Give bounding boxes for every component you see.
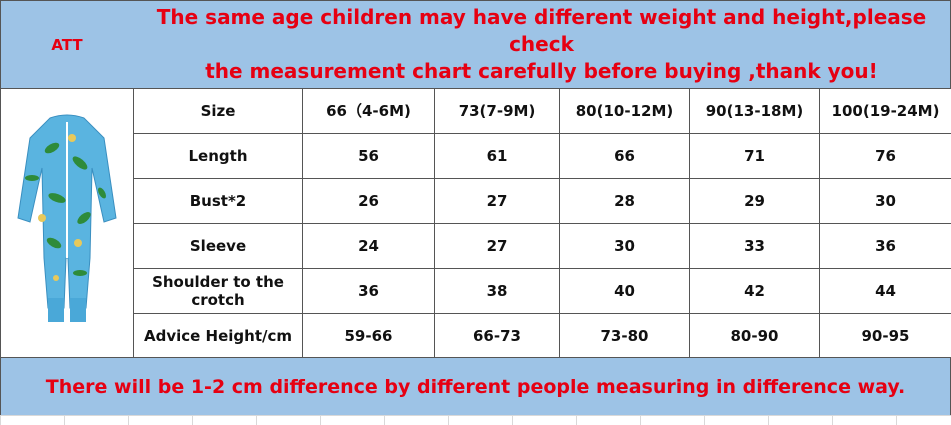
table-cell: 66（4-6M) (303, 88, 435, 134)
table-cell: 71 (690, 133, 820, 179)
footer-note: There will be 1-2 cm difference by diffe… (45, 375, 906, 398)
table-cell: 76 (820, 133, 951, 179)
table-cell: 38 (435, 268, 560, 314)
table-cell: 30 (560, 223, 690, 269)
title-line: The same age children may have different… (156, 5, 927, 56)
table-cell: 36 (303, 268, 435, 314)
row-label: Size (133, 88, 303, 134)
table-cell: 29 (690, 178, 820, 224)
table-cell: 90(13-18M) (690, 88, 820, 134)
sheet-grid (0, 415, 951, 425)
table-cell: 40 (560, 268, 690, 314)
table-cell: 80-90 (690, 313, 820, 359)
brand-cell: ATT (0, 0, 134, 89)
product-image (17, 114, 117, 322)
table-cell: 33 (690, 223, 820, 269)
table-cell: 28 (560, 178, 690, 224)
product-image-cell (0, 88, 134, 358)
table-cell: 36 (820, 223, 951, 269)
row-label: Advice Height/cm (133, 313, 303, 359)
row-label: Length (133, 133, 303, 179)
title-cell: The same age children may have different… (133, 0, 951, 89)
table-cell: 80(10-12M) (560, 88, 690, 134)
table-cell: 100(19-24M) (820, 88, 951, 134)
table-cell: 42 (690, 268, 820, 314)
table-cell: 59-66 (303, 313, 435, 359)
table-cell: 27 (435, 178, 560, 224)
footer-cell: There will be 1-2 cm difference by diffe… (0, 357, 951, 416)
brand-label: ATT (51, 35, 83, 54)
title-line: the measurement chart carefully before b… (205, 59, 878, 83)
table-cell: 24 (303, 223, 435, 269)
table-cell: 56 (303, 133, 435, 179)
table-cell: 73-80 (560, 313, 690, 359)
table-cell: 90-95 (820, 313, 951, 359)
table-cell: 66-73 (435, 313, 560, 359)
row-label: Shoulder to the crotch (133, 268, 303, 314)
table-cell: 66 (560, 133, 690, 179)
table-cell: 61 (435, 133, 560, 179)
table-cell: 44 (820, 268, 951, 314)
table-cell: 73(7-9M) (435, 88, 560, 134)
row-label: Sleeve (133, 223, 303, 269)
table-cell: 30 (820, 178, 951, 224)
table-cell: 26 (303, 178, 435, 224)
row-label: Bust*2 (133, 178, 303, 224)
table-cell: 27 (435, 223, 560, 269)
